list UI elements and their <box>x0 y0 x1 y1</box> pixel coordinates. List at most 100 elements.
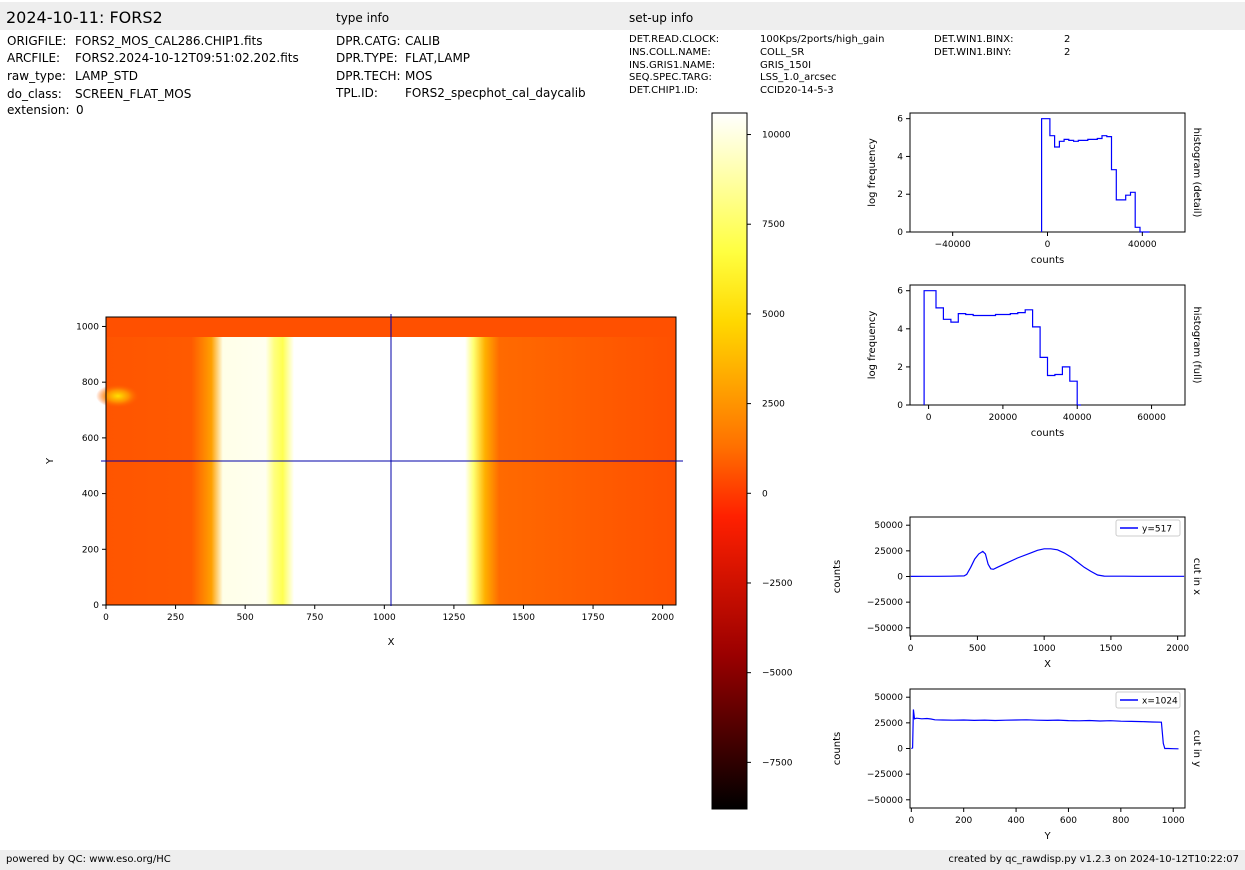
type-info-value: MOS <box>405 69 433 83</box>
x-tick-label: 0 <box>908 816 914 826</box>
image-x-tick-label: 1000 <box>373 613 396 623</box>
x-tick-label: 2000 <box>1166 644 1189 654</box>
y-tick-label: 0 <box>897 401 903 411</box>
plot-frame <box>909 688 1186 809</box>
x-axis-label: counts <box>1031 428 1064 439</box>
side-panel-label: histogram (full) <box>1191 306 1202 383</box>
y-tick-label: −50000 <box>867 796 903 806</box>
setup-info-key: SEQ.SPEC.TARG: <box>629 72 712 83</box>
type-info-value: FLAT,LAMP <box>405 51 471 65</box>
colorbar-tick-label: −5000 <box>762 669 793 679</box>
file-info-value: 0 <box>76 103 84 117</box>
x-tick-label: 0 <box>1045 240 1051 250</box>
x-tick-label: 200 <box>955 816 972 826</box>
colorbar-tick-label: 5000 <box>762 310 785 320</box>
y-axis-label: log frequency <box>867 138 878 207</box>
cut-y-panel: 0 200 400 600 800 1000 50000 25000 0 −25000 −50000… <box>832 688 1202 842</box>
x-tick-label: 40000 <box>1063 413 1092 423</box>
image-x-label: X <box>388 637 395 648</box>
setup-info-value: CCID20-14-5-3 <box>760 85 834 96</box>
y-axis-label: counts <box>832 732 843 765</box>
y-tick-label: 50000 <box>874 521 903 531</box>
y-tick-label: 6 <box>897 287 903 297</box>
colorbar: 10000 7500 5000 2500 0 −2500 −5000 −7500 <box>711 112 793 810</box>
x-tick-label: 20000 <box>989 413 1018 423</box>
colorbar-tick-label: −7500 <box>762 758 793 768</box>
x-tick-label: −40000 <box>935 240 971 250</box>
image-y-label: Y <box>45 457 56 465</box>
y-tick-label: 6 <box>897 115 903 125</box>
file-info-key: raw_type: <box>7 69 66 83</box>
setup-info-value: GRIS_150I <box>760 60 812 71</box>
x-tick-label: 600 <box>1060 816 1077 826</box>
image-x-tick-label: 1750 <box>582 613 605 623</box>
x-tick-label: 1000 <box>1162 816 1185 826</box>
y-tick-label: 0 <box>897 745 903 755</box>
x-tick-label: 0 <box>926 413 932 423</box>
x-tick-label: 40000 <box>1128 240 1157 250</box>
setup-info-key: DET.CHIP1.ID: <box>629 85 699 96</box>
image-y-tick-label: 600 <box>82 434 99 444</box>
image-x-tick-label: 1500 <box>512 613 535 623</box>
type-info-key: TPL.ID: <box>336 86 378 100</box>
image-y-ticks: 0 200 400 600 800 1000 <box>76 322 106 611</box>
y-axis-label: counts <box>832 560 843 593</box>
image-y-tick-label: 400 <box>82 490 99 500</box>
x-tick-label: 500 <box>969 644 986 654</box>
image-panel: 0 250 500 750 1000 1250 1500 1750 2000 0 200 400 60… <box>45 314 683 648</box>
footer-right-text: created by qc_rawdisp.py v1.2.3 on 2024-… <box>948 854 1239 865</box>
image-x-ticks: 0 250 500 750 1000 1250 1500 1750 2000 <box>103 605 674 623</box>
x-tick-label: 0 <box>908 644 914 654</box>
file-info-key: ARCFILE: <box>7 51 61 65</box>
y-tick-label: −50000 <box>867 624 903 634</box>
side-panel-label: cut in y <box>1191 730 1202 767</box>
type-info-value: CALIB <box>405 34 441 48</box>
plot-frame <box>909 284 1186 406</box>
series-line <box>923 290 1081 406</box>
file-info-key: ORIGFILE: <box>7 34 67 48</box>
y-tick-label: 2 <box>897 190 903 200</box>
setup-info-key: DET.WIN1.BINX: <box>934 34 1014 45</box>
setup-info-key: DET.READ.CLOCK: <box>629 34 720 45</box>
y-tick-label: −25000 <box>867 598 903 608</box>
footer-left-text: powered by QC: www.eso.org/HC <box>6 854 171 865</box>
file-info-value: LAMP_STD <box>75 69 138 83</box>
x-axis-label: counts <box>1031 255 1064 266</box>
image-x-tick-label: 0 <box>103 613 109 623</box>
legend-label: y=517 <box>1142 525 1172 535</box>
plot-frame <box>909 112 1186 233</box>
page-title: 2024-10-11: FORS2 <box>6 8 163 27</box>
colorbar-gradient <box>711 112 748 810</box>
colorbar-tick-label: 2500 <box>762 400 785 410</box>
file-info-key: extension: <box>7 103 70 117</box>
x-tick-label: 1500 <box>1099 644 1122 654</box>
y-tick-label: 4 <box>897 152 903 162</box>
y-tick-label: 0 <box>897 228 903 238</box>
colorbar-ticks: 10000 7500 5000 2500 0 −2500 −5000 −7500 <box>747 131 793 768</box>
type-info-key: DPR.CATG: <box>336 34 401 48</box>
x-tick-label: 60000 <box>1137 413 1166 423</box>
x-tick-label: 800 <box>1112 816 1129 826</box>
legend-box <box>1115 519 1181 537</box>
x-axis-label: Y <box>1043 831 1051 842</box>
y-tick-label: 4 <box>897 325 903 335</box>
file-info-value: FORS2.2024-10-12T09:51:02.202.fits <box>75 51 299 65</box>
setup-info-value: COLL_SR <box>760 47 805 58</box>
image-y-tick-label: 0 <box>93 601 99 611</box>
setup-info-value: 2 <box>1064 34 1071 45</box>
side-panel-label: cut in x <box>1191 558 1202 595</box>
type-info-key: DPR.TYPE: <box>336 51 398 65</box>
series-line <box>910 548 1185 578</box>
cut-x-panel: 0 500 1000 1500 2000 50000 25000 0 −25000 −50000 X… <box>832 516 1202 670</box>
image-x-tick-label: 500 <box>237 613 254 623</box>
setup-info-key: DET.WIN1.BINY: <box>934 47 1012 58</box>
file-info-value: FORS2_MOS_CAL286.CHIP1.fits <box>75 34 263 48</box>
setup-info-title: set-up info <box>629 11 694 25</box>
setup-info-key: INS.COLL.NAME: <box>629 47 711 58</box>
colorbar-tick-label: 0 <box>762 489 768 499</box>
y-tick-label: 25000 <box>874 719 903 729</box>
series-line <box>911 709 1179 750</box>
histogram-full-panel: 0 20000 40000 60000 0 2 4 6 counts log frequency h… <box>867 284 1202 439</box>
image-y-tick-label: 200 <box>82 545 99 555</box>
